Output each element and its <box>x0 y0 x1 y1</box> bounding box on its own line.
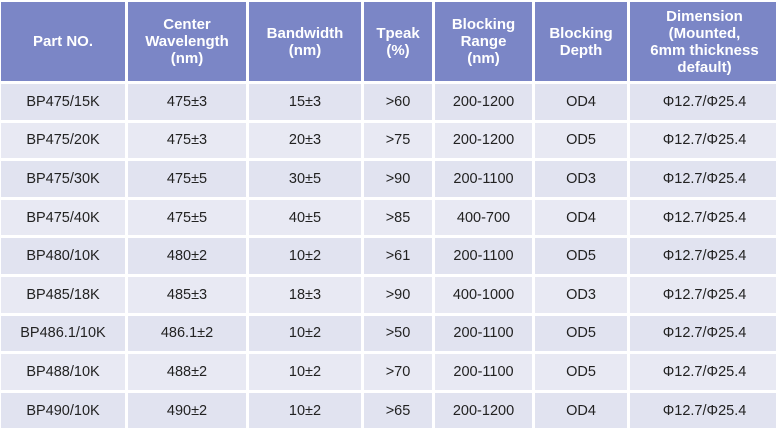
table-row: BP488/10K 488±2 10±2 >70 200-1100 OD5 Φ12.7/Φ2… <box>1 354 776 390</box>
cell-blocking-depth: OD5 <box>535 122 627 159</box>
cell-bandwidth: 18±3 <box>249 276 361 313</box>
header-line: Center <box>163 16 211 33</box>
cell-dimension: Φ12.7/Φ25.4 <box>630 199 776 236</box>
cell-center-wavelength: 475±3 <box>128 84 246 120</box>
cell-blocking-range: 200-1100 <box>435 315 532 352</box>
table-row: BP480/10K 480±2 10±2 >61 200-1100 OD5 Φ12.7/Φ2… <box>1 238 776 274</box>
cell-tpeak: >60 <box>364 84 432 120</box>
cell-tpeak: >65 <box>364 392 432 429</box>
cell-part-no: BP488/10K <box>1 354 125 390</box>
cell-dimension: Φ12.7/Φ25.4 <box>630 238 776 274</box>
cell-center-wavelength: 488±2 <box>128 354 246 390</box>
header-tpeak: Tpeak (%) <box>364 2 432 81</box>
cell-bandwidth: 10±2 <box>249 354 361 390</box>
cell-tpeak: >90 <box>364 276 432 313</box>
cell-dimension: Φ12.7/Φ25.4 <box>630 122 776 159</box>
header-line: Dimension <box>666 7 743 25</box>
cell-bandwidth: 40±5 <box>249 199 361 236</box>
header-line: (%) <box>386 41 410 59</box>
cell-bandwidth: 10±2 <box>249 238 361 274</box>
header-line: default) <box>677 58 732 76</box>
header-line: Range <box>460 33 507 50</box>
cell-tpeak: >85 <box>364 199 432 236</box>
table-row: BP490/10K 490±2 10±2 >65 200-1200 OD4 Φ12.7/Φ2… <box>1 392 776 429</box>
header-dimension: Dimension (Mounted, 6mm thickness default) <box>630 2 776 81</box>
cell-blocking-range: 200-1100 <box>435 161 532 197</box>
header-blocking-depth: Blocking Depth <box>535 2 627 81</box>
cell-center-wavelength: 480±2 <box>128 238 246 274</box>
cell-blocking-depth: OD5 <box>535 238 627 274</box>
header-line: Tpeak <box>376 24 420 42</box>
table-row: BP475/15K 475±3 15±3 >60 200-1200 OD4 Φ12.7/Φ2… <box>1 84 776 120</box>
cell-dimension: Φ12.7/Φ25.4 <box>630 161 776 197</box>
cell-bandwidth: 30±5 <box>249 161 361 197</box>
cell-dimension: Φ12.7/Φ25.4 <box>630 392 776 429</box>
cell-bandwidth: 10±2 <box>249 315 361 352</box>
header-line: (Mounted, <box>668 24 741 42</box>
cell-tpeak: >90 <box>364 161 432 197</box>
cell-tpeak: >70 <box>364 354 432 390</box>
cell-dimension: Φ12.7/Φ25.4 <box>630 84 776 120</box>
cell-dimension: Φ12.7/Φ25.4 <box>630 354 776 390</box>
cell-part-no: BP475/40K <box>1 199 125 236</box>
cell-part-no: BP486.1/10K <box>1 315 125 352</box>
cell-blocking-depth: OD5 <box>535 315 627 352</box>
cell-blocking-depth: OD4 <box>535 392 627 429</box>
cell-tpeak: >61 <box>364 238 432 274</box>
cell-blocking-depth: OD4 <box>535 199 627 236</box>
header-line: Depth <box>559 41 603 59</box>
cell-dimension: Φ12.7/Φ25.4 <box>630 276 776 313</box>
cell-blocking-depth: OD3 <box>535 276 627 313</box>
table-row: BP475/40K 475±5 40±5 >85 400-700 OD4 Φ12.7/Φ25… <box>1 199 776 236</box>
cell-part-no: BP480/10K <box>1 238 125 274</box>
cell-part-no: BP475/30K <box>1 161 125 197</box>
cell-center-wavelength: 475±3 <box>128 122 246 159</box>
cell-dimension: Φ12.7/Φ25.4 <box>630 315 776 352</box>
cell-blocking-range: 200-1100 <box>435 354 532 390</box>
cell-bandwidth: 10±2 <box>249 392 361 429</box>
header-line: (nm) <box>170 50 204 67</box>
cell-blocking-depth: OD3 <box>535 161 627 197</box>
table-row: BP485/18K 485±3 18±3 >90 400-1000 OD3 Φ12.7/Φ2… <box>1 276 776 313</box>
cell-tpeak: >75 <box>364 122 432 159</box>
header-line: Blocking <box>451 16 516 33</box>
header-blocking-range: Blocking Range (nm) <box>435 2 532 81</box>
table-row: BP475/30K 475±5 30±5 >90 200-1100 OD3 Φ12.7/Φ2… <box>1 161 776 197</box>
header-line: (nm) <box>288 41 322 59</box>
cell-center-wavelength: 485±3 <box>128 276 246 313</box>
cell-center-wavelength: 475±5 <box>128 161 246 197</box>
cell-part-no: BP475/15K <box>1 84 125 120</box>
header-line: (nm) <box>467 50 500 67</box>
cell-center-wavelength: 475±5 <box>128 199 246 236</box>
cell-part-no: BP475/20K <box>1 122 125 159</box>
cell-blocking-range: 400-700 <box>435 199 532 236</box>
cell-tpeak: >50 <box>364 315 432 352</box>
table-row: BP475/20K 475±3 20±3 >75 200-1200 OD5 Φ12.7/Φ2… <box>1 122 776 159</box>
cell-bandwidth: 15±3 <box>249 84 361 120</box>
cell-blocking-depth: OD5 <box>535 354 627 390</box>
cell-part-no: BP490/10K <box>1 392 125 429</box>
cell-blocking-range: 200-1200 <box>435 392 532 429</box>
cell-blocking-range: 200-1200 <box>435 84 532 120</box>
cell-blocking-depth: OD4 <box>535 84 627 120</box>
cell-blocking-range: 400-1000 <box>435 276 532 313</box>
header-line: Bandwidth <box>266 24 344 42</box>
cell-blocking-range: 200-1100 <box>435 238 532 274</box>
header-line: Blocking <box>549 24 613 42</box>
cell-bandwidth: 20±3 <box>249 122 361 159</box>
table-row: BP486.1/10K 486.1±2 10±2 >50 200-1100 OD5 Φ12.… <box>1 315 776 352</box>
header-center-wavelength: Center Wavelength (nm) <box>128 2 246 81</box>
header-line: Part NO. <box>32 33 93 50</box>
cell-center-wavelength: 490±2 <box>128 392 246 429</box>
cell-part-no: BP485/18K <box>1 276 125 313</box>
header-line: 6mm thickness <box>650 41 759 59</box>
cell-center-wavelength: 486.1±2 <box>128 315 246 352</box>
header-row: Part NO. Center Wavelength (nm) Bandwidth (nm… <box>1 2 776 81</box>
cell-blocking-range: 200-1200 <box>435 122 532 159</box>
header-line: Wavelength <box>145 33 229 50</box>
header-part-no: Part NO. <box>1 2 125 81</box>
header-bandwidth: Bandwidth (nm) <box>249 2 361 81</box>
